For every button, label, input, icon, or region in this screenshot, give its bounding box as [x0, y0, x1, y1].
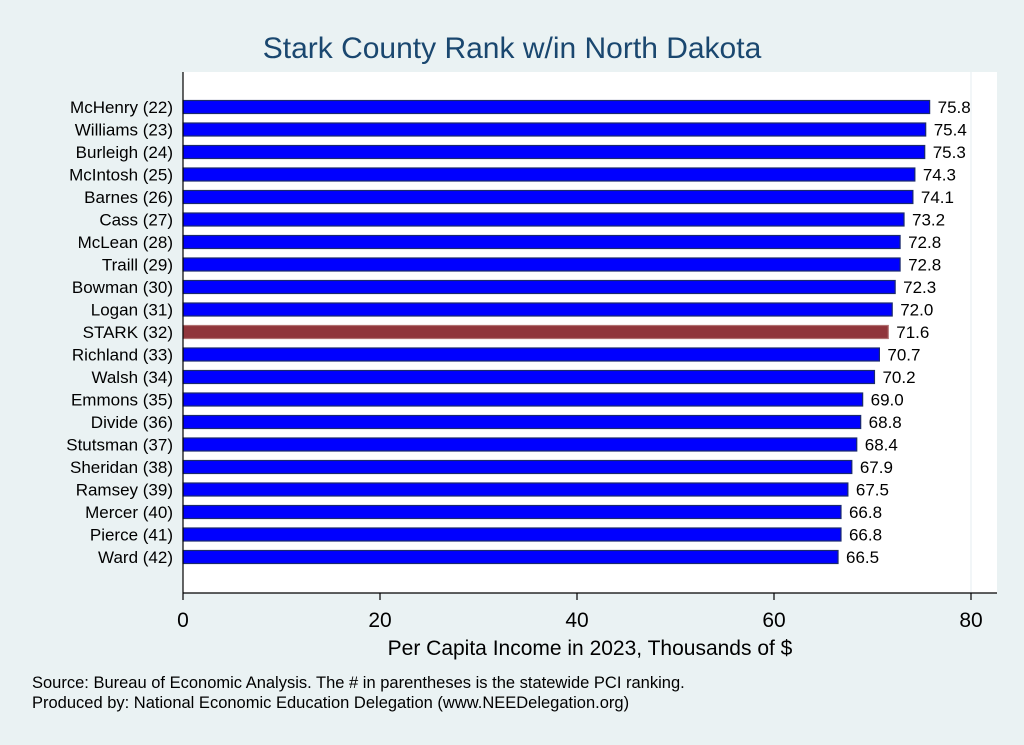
value-label: 72.0	[900, 301, 933, 320]
bar	[182, 459, 853, 475]
bar	[182, 414, 862, 430]
y-tick-label: Williams (23)	[75, 121, 173, 140]
y-tick-label: STARK (32)	[83, 323, 173, 342]
x-tick-label: 80	[959, 609, 982, 632]
bar	[182, 549, 839, 565]
value-label: 73.2	[912, 211, 945, 230]
y-tick-label: Burleigh (24)	[76, 143, 173, 162]
x-tick-label: 40	[565, 609, 588, 632]
value-label: 68.8	[869, 413, 902, 432]
y-tick-label: Traill (29)	[102, 256, 173, 275]
value-label: 75.3	[933, 143, 966, 162]
y-tick-label: Richland (33)	[72, 346, 173, 365]
x-tick-label: 0	[177, 609, 189, 632]
value-label: 72.8	[908, 233, 941, 252]
x-tick-label: 20	[368, 609, 391, 632]
bar	[182, 122, 927, 137]
y-tick-label: Ramsey (39)	[76, 481, 173, 500]
x-axis-label: Per Capita Income in 2023, Thousands of …	[388, 637, 793, 660]
producer-note: Produced by: National Economic Education…	[32, 694, 629, 712]
bar	[182, 482, 849, 497]
source-note: Source: Bureau of Economic Analysis. The…	[32, 674, 685, 692]
value-label: 72.8	[908, 256, 941, 275]
y-tick-label: Walsh (34)	[91, 368, 173, 387]
bar-highlight	[182, 324, 889, 340]
value-label: 72.3	[903, 278, 936, 297]
value-label: 67.9	[860, 458, 893, 477]
y-tick-label: McHenry (22)	[70, 98, 173, 117]
y-tick-label: Barnes (26)	[84, 188, 173, 207]
bar	[182, 527, 842, 542]
y-tick-label: Mercer (40)	[85, 503, 173, 522]
value-label: 67.5	[856, 481, 889, 500]
y-tick-label: Pierce (41)	[90, 526, 173, 545]
y-tick-label: McLean (28)	[78, 233, 173, 252]
bar	[182, 167, 916, 182]
value-label: 75.8	[938, 98, 971, 117]
bar	[182, 279, 896, 295]
value-label: 69.0	[871, 391, 904, 410]
value-label: 66.8	[849, 503, 882, 522]
chart-title: Stark County Rank w/in North Dakota	[263, 32, 762, 65]
y-tick-label: Stutsman (37)	[66, 436, 173, 455]
bar	[182, 347, 880, 362]
y-tick-label: Sheridan (38)	[70, 458, 173, 477]
value-label: 70.7	[887, 346, 920, 365]
value-label: 74.1	[921, 188, 954, 207]
bar	[182, 257, 901, 272]
y-tick-label: Logan (31)	[91, 301, 173, 320]
value-label: 70.2	[882, 368, 915, 387]
bar	[182, 99, 931, 115]
bar	[182, 189, 914, 205]
y-tick-label: Cass (27)	[99, 211, 173, 230]
value-label: 66.8	[849, 526, 882, 545]
y-tick-label: Divide (36)	[91, 413, 173, 432]
bar	[182, 437, 858, 452]
y-tick-label: Ward (42)	[98, 548, 173, 567]
value-label: 66.5	[846, 548, 879, 567]
value-label: 75.4	[934, 121, 967, 140]
bar	[182, 369, 876, 385]
bar	[182, 302, 893, 317]
value-label: 74.3	[923, 166, 956, 185]
bar	[182, 504, 842, 520]
bar	[182, 392, 864, 407]
x-tick-label: 60	[762, 609, 785, 632]
y-tick-label: Emmons (35)	[71, 391, 173, 410]
value-label: 68.4	[865, 436, 898, 455]
bar	[182, 212, 905, 227]
y-tick-label: Bowman (30)	[72, 278, 173, 297]
y-tick-label: McIntosh (25)	[69, 166, 173, 185]
bar	[182, 144, 926, 160]
value-label: 71.6	[896, 323, 929, 342]
bar	[182, 234, 901, 250]
